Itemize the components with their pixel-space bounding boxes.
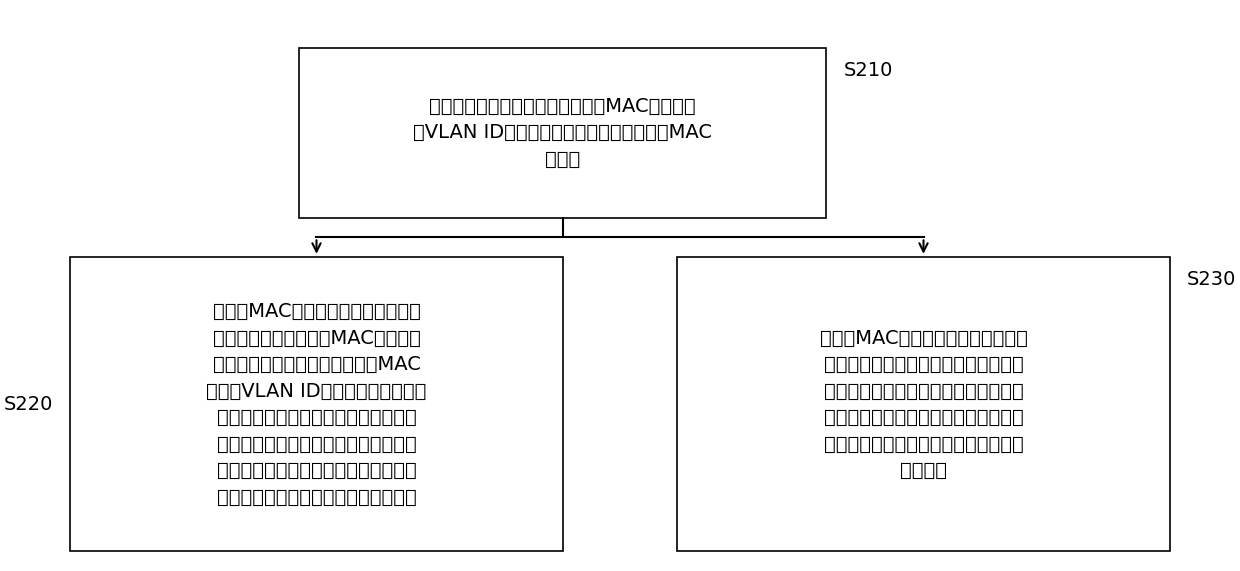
- Text: S210: S210: [843, 61, 893, 80]
- Text: 若所述MAC地址表中存在所述报文对
应的表项，则直接对所述表项的标志位
组进行更新，并在该表项处于冲突链中
时，将所述表项的标志位组的更新信息
同步至所述冲突链: 若所述MAC地址表中存在所述报文对 应的表项，则直接对所述表项的标志位 组进行更…: [820, 328, 1028, 480]
- FancyBboxPatch shape: [677, 257, 1169, 551]
- Text: 若所述MAC地址表中不存在所述报文
对应的表项，则在所述MAC地址表中
添加一条表项，将所述报文的源MAC
地址、VLAN ID和输入端口映射添加
至该表项中，: 若所述MAC地址表中不存在所述报文 对应的表项，则在所述MAC地址表中 添加一条…: [206, 302, 427, 506]
- FancyBboxPatch shape: [71, 257, 563, 551]
- Text: S220: S220: [4, 395, 53, 414]
- Text: S230: S230: [1187, 270, 1236, 289]
- FancyBboxPatch shape: [299, 48, 826, 218]
- Text: 在接收到报文后，以该报文的目的MAC地址和外
层VLAN ID为键値做哈希索引，查找存储的MAC
地址表: 在接收到报文后，以该报文的目的MAC地址和外 层VLAN ID为键値做哈希索引，…: [413, 97, 712, 169]
